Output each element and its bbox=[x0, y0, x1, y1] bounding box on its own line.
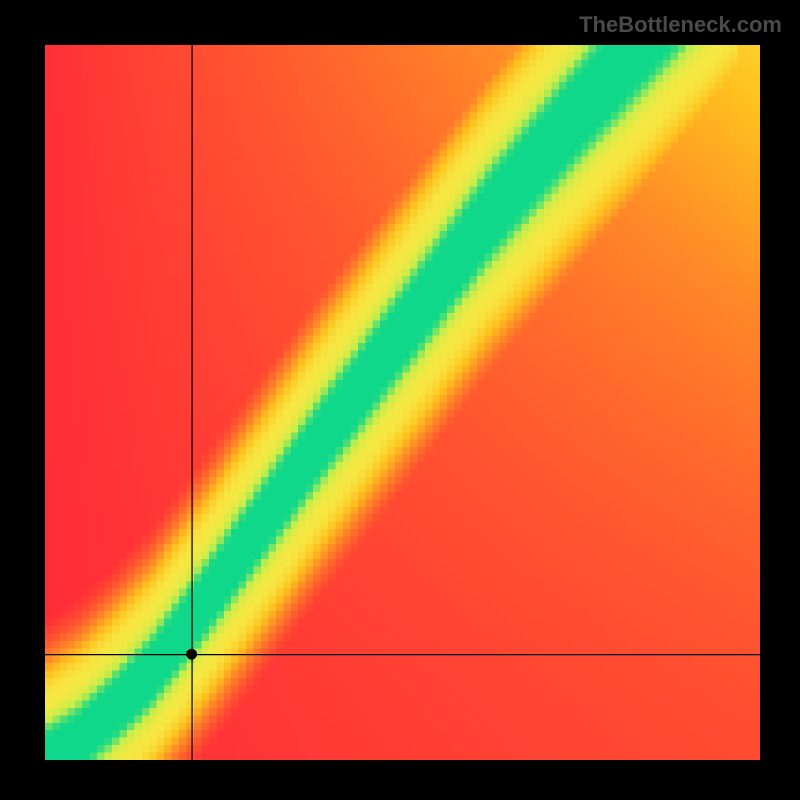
watermark-text: TheBottleneck.com bbox=[579, 12, 782, 38]
crosshair-overlay bbox=[45, 45, 760, 760]
chart-container: TheBottleneck.com bbox=[0, 0, 800, 800]
